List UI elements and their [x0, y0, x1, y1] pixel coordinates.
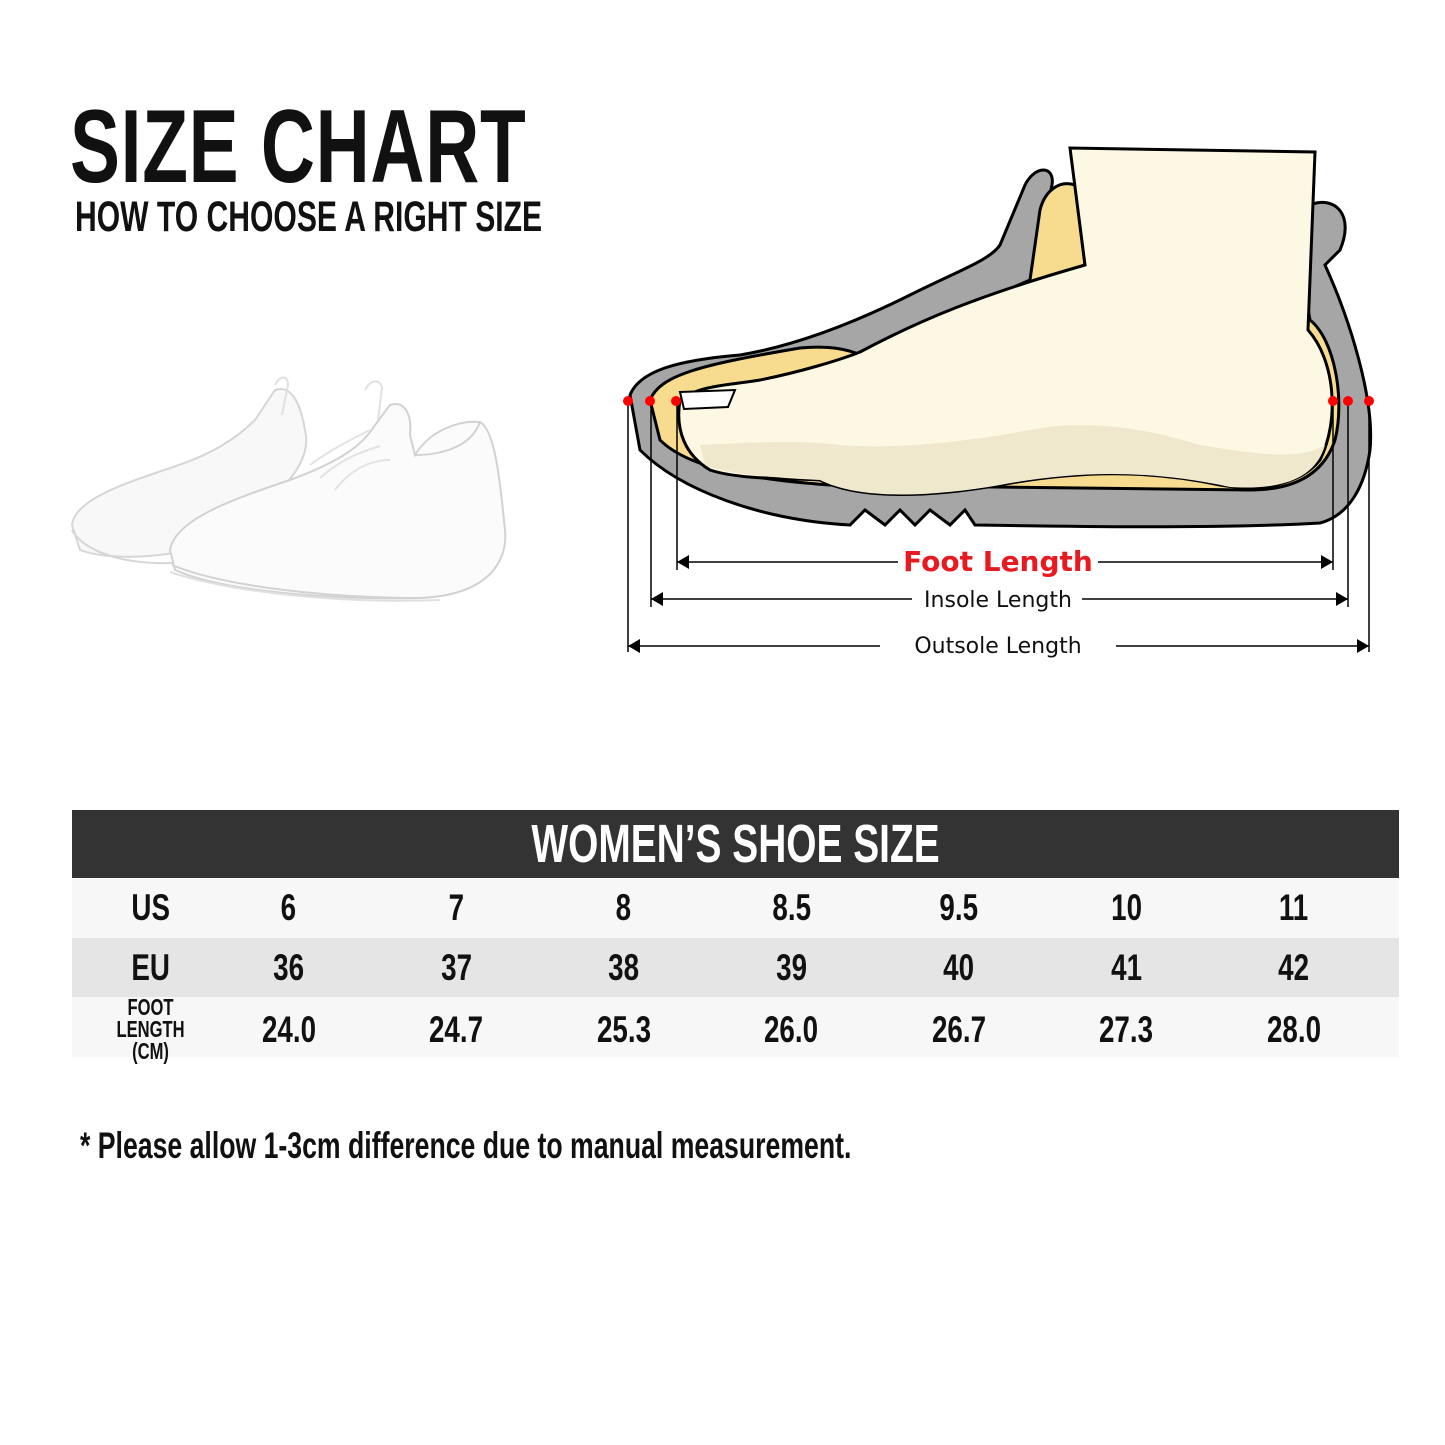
table-cell: 26.0 [764, 1008, 819, 1050]
table-cell: 41 [1110, 946, 1142, 988]
table-cell: 8 [616, 887, 632, 928]
table-cell: 7 [448, 887, 464, 928]
measurement-points [623, 396, 1374, 406]
table-cell: 10 [1110, 887, 1142, 928]
measurement-note: * Please allow 1-3cm difference due to m… [80, 1125, 852, 1166]
measurement-guides [627, 402, 1370, 652]
outsole-length-label: Outsole Length [914, 634, 1081, 659]
arrowheads [628, 555, 1369, 653]
table-row-foot-length: FOOT LENGTH (CM) 24.0 24.7 25.3 26.0 26.7… [72, 996, 1399, 1062]
table-cell: 25.3 [596, 1008, 651, 1050]
table-title-text: WOMEN’S SHOE SIZE [531, 814, 940, 874]
table-cell: 24.0 [261, 1008, 316, 1050]
table-cell: 24.7 [429, 1008, 484, 1050]
table-cell: 40 [943, 946, 975, 988]
front-sneaker [168, 376, 507, 602]
insole-length-label: Insole Length [924, 588, 1072, 613]
toenail [678, 388, 737, 411]
size-table: WOMEN’S SHOE SIZE US 6 7 8 8.5 9.5 10 11… [72, 810, 1399, 1062]
table-cell: 38 [608, 946, 640, 988]
foot-length-label: Foot Length [903, 545, 1093, 578]
table-cell: 39 [775, 946, 807, 988]
table-cell: 11 [1279, 887, 1309, 928]
table-cell: 6 [281, 887, 297, 928]
white-sneakers-image [70, 376, 507, 602]
shoe-measurement-diagram: Foot Length Insole Length Outsole Length [623, 146, 1374, 659]
page-title: SIZE CHART [70, 89, 527, 205]
table-cell: 27.3 [1099, 1008, 1154, 1050]
table-row-eu: EU 36 37 38 39 40 41 42 [72, 938, 1399, 997]
table-cell: 37 [440, 946, 472, 988]
row-label-eu: EU [131, 946, 170, 988]
table-title: WOMEN’S SHOE SIZE [72, 810, 1399, 878]
row-label-us: US [131, 887, 170, 928]
page-subtitle: HOW TO CHOOSE A RIGHT SIZE [75, 193, 543, 241]
table-cell: 8.5 [771, 887, 811, 928]
row-label-foot-length: FOOT LENGTH (CM) [116, 994, 185, 1064]
table-cell: 28.0 [1266, 1008, 1321, 1050]
table-row-us: US 6 7 8 8.5 9.5 10 11 [72, 878, 1399, 938]
table-cell: 36 [273, 946, 305, 988]
table-cell: 26.7 [931, 1008, 986, 1050]
foot-shadow [700, 425, 1325, 495]
table-cell: 9.5 [939, 887, 979, 928]
table-cell: 42 [1278, 946, 1310, 988]
